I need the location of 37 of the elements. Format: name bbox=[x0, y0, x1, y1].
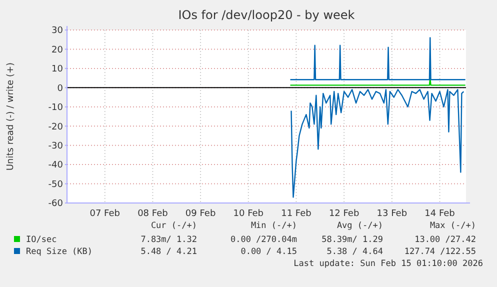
text: 5.38 / 4.64 bbox=[326, 247, 383, 257]
text: 13.00 /27.42 bbox=[414, 235, 476, 245]
text: Cur (-/+) bbox=[150, 221, 197, 231]
text: Avg (-/+) bbox=[336, 221, 383, 231]
y-tick-label: -50 bbox=[48, 180, 64, 190]
y-tick-label: -10 bbox=[48, 103, 64, 114]
line-series bbox=[290, 88, 464, 198]
x-tick-label: 14 Feb bbox=[424, 209, 456, 219]
y-tick-label: -60 bbox=[48, 199, 64, 210]
text: 127.74 /122.55 bbox=[404, 247, 476, 257]
x-tick-label: 09 Feb bbox=[185, 209, 216, 219]
y-tick-label: -40 bbox=[48, 160, 64, 171]
text: Last update: Sun Feb 15 01:10:00 2026 bbox=[294, 259, 483, 269]
line-series bbox=[290, 37, 466, 80]
legend-label: IO/sec bbox=[26, 235, 57, 245]
x-tick-label: 07 Feb bbox=[90, 209, 120, 219]
x-tick-label: 13 Feb bbox=[376, 209, 408, 219]
text: 58.39m/ 1.29 bbox=[322, 235, 383, 245]
text: Max (-/+) bbox=[430, 221, 476, 231]
x-tick-label: 12 Feb bbox=[328, 209, 360, 219]
y-tick-label: -20 bbox=[48, 122, 64, 132]
text: 5.48 / 4.21 bbox=[140, 247, 197, 257]
legend-label: Req Size (KB) bbox=[26, 247, 93, 257]
y-tick-label: 0 bbox=[57, 84, 64, 94]
y-tick-label: 20 bbox=[52, 45, 64, 56]
y-tick-label: 10 bbox=[52, 64, 64, 75]
y-tick-label: -30 bbox=[48, 141, 64, 152]
y-axis-title: Units read (-) / write (+) bbox=[6, 62, 16, 171]
x-tick-label: 10 Feb bbox=[233, 209, 264, 219]
text: 7.83m/ 1.32 bbox=[140, 235, 197, 245]
x-tick-label: 08 Feb bbox=[138, 209, 168, 219]
text: Min (-/+) bbox=[250, 221, 297, 231]
chart-title: IOs for /dev/loop20 - by week bbox=[178, 8, 355, 22]
text: 0.00 /270.04m bbox=[230, 235, 297, 245]
y-tick-label: 30 bbox=[52, 26, 64, 36]
x-tick-label: 11 Feb bbox=[281, 209, 312, 219]
text: 0.00 / 4.15 bbox=[240, 247, 297, 257]
